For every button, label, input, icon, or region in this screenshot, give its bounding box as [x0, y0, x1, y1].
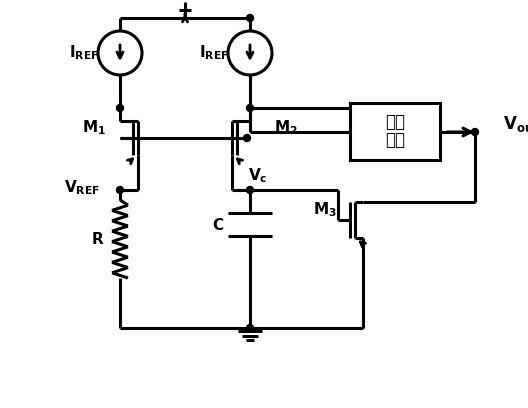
Circle shape: [117, 186, 124, 193]
Text: $\mathbf{V_{out}}$: $\mathbf{V_{out}}$: [503, 114, 528, 134]
Circle shape: [247, 15, 253, 22]
Text: 缓冲: 缓冲: [385, 131, 405, 149]
Text: $\mathbf{R}$: $\mathbf{R}$: [91, 231, 105, 247]
Circle shape: [247, 324, 253, 331]
Text: $\mathbf{M_1}$: $\mathbf{M_1}$: [82, 119, 106, 137]
Circle shape: [472, 129, 478, 135]
Circle shape: [247, 104, 253, 111]
Text: $\mathbf{V_{REF}}$: $\mathbf{V_{REF}}$: [64, 179, 100, 197]
Text: $\mathbf{I_{REF}}$: $\mathbf{I_{REF}}$: [199, 44, 229, 62]
Text: $\mathbf{M_3}$: $\mathbf{M_3}$: [313, 201, 337, 220]
Text: $\mathbf{M_2}$: $\mathbf{M_2}$: [274, 119, 298, 137]
Text: $\mathbf{I_{REF}}$: $\mathbf{I_{REF}}$: [69, 44, 99, 62]
Circle shape: [247, 186, 253, 193]
Text: 时钟: 时钟: [385, 113, 405, 131]
Text: $\mathbf{V_c}$: $\mathbf{V_c}$: [248, 166, 268, 185]
Bar: [350, 103, 440, 160]
Circle shape: [243, 135, 250, 142]
Text: $\mathbf{C}$: $\mathbf{C}$: [212, 217, 224, 233]
Circle shape: [117, 104, 124, 111]
